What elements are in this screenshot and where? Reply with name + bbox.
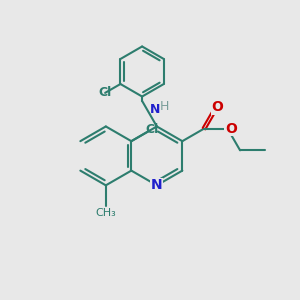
Text: N: N <box>151 178 163 192</box>
Text: H: H <box>160 100 169 113</box>
Text: CH₃: CH₃ <box>95 208 116 218</box>
Text: Cl: Cl <box>145 123 158 136</box>
Text: N: N <box>150 103 161 116</box>
Text: O: O <box>212 100 223 114</box>
Text: O: O <box>225 122 237 136</box>
Text: Cl: Cl <box>98 86 112 99</box>
